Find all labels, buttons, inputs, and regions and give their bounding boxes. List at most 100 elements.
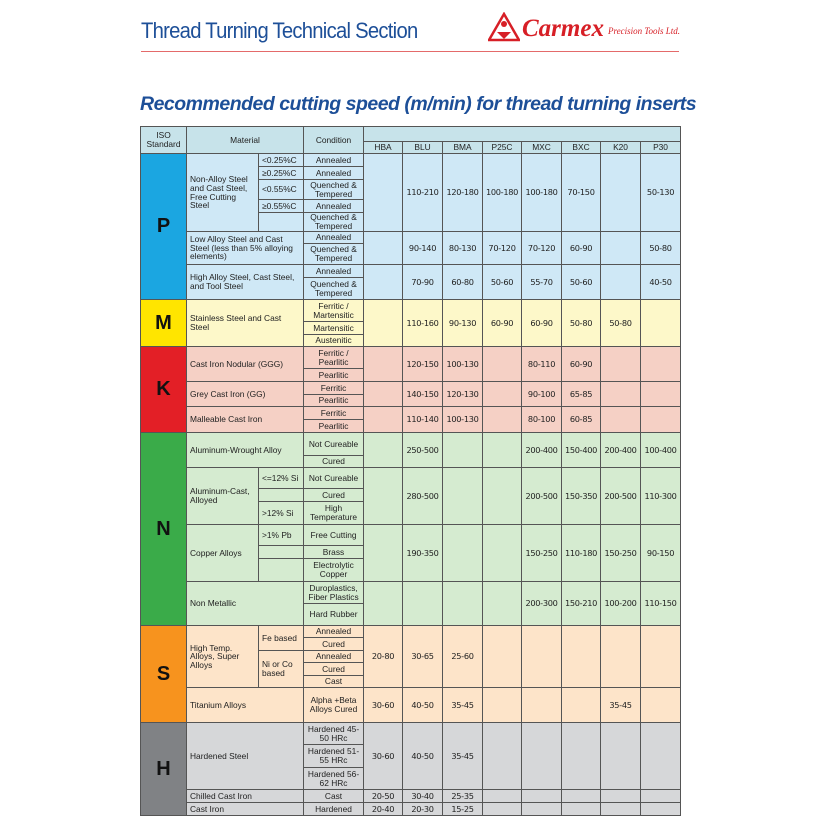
speed-value-p25c bbox=[482, 346, 523, 382]
speed-value-p25c bbox=[482, 467, 523, 525]
material-subtype: Fe based bbox=[257, 625, 305, 651]
speed-value-k20: 35-45 bbox=[600, 687, 642, 723]
condition: Brass bbox=[303, 545, 365, 559]
condition: Not Cureable bbox=[303, 467, 365, 489]
speed-value-bma: 60-80 bbox=[442, 264, 484, 300]
condition: Ferritic bbox=[303, 381, 365, 395]
speed-value-mxc: 80-100 bbox=[521, 406, 563, 433]
page-title: Recommended cutting speed (m/min) for th… bbox=[140, 93, 697, 115]
speed-value-k20 bbox=[600, 231, 642, 265]
speed-value-bxc bbox=[561, 789, 602, 803]
speed-value-bxc: 150-400 bbox=[561, 432, 602, 468]
speed-value-k20: 200-400 bbox=[600, 432, 642, 468]
table-row: N Aluminum-Wrought Alloy Not Cureable 250-5… bbox=[140, 432, 682, 626]
material-subtype: >1% Pb bbox=[257, 524, 305, 546]
condition: Hard Rubber bbox=[303, 603, 365, 626]
speed-value-p30 bbox=[640, 687, 682, 723]
condition: Austenitic bbox=[303, 334, 365, 347]
speed-value-blu: 250-500 bbox=[402, 432, 444, 468]
speed-value-k20 bbox=[600, 722, 642, 790]
speed-value-bma: 25-35 bbox=[442, 789, 484, 803]
condition: Cured bbox=[303, 662, 365, 676]
speed-value-blu: 110-210 bbox=[402, 153, 444, 232]
speed-value-p25c: 60-90 bbox=[482, 299, 523, 347]
condition: Annealed bbox=[303, 199, 365, 213]
header-material: Material bbox=[185, 126, 305, 154]
condition: Ferritic / Martensitic bbox=[303, 299, 365, 322]
material-name: Stainless Steel and Cast Steel bbox=[185, 299, 305, 347]
material-subtype: <=12% Si bbox=[257, 467, 305, 489]
speed-value-bma bbox=[442, 581, 484, 626]
speed-value-bma: 120-180 bbox=[442, 153, 484, 232]
condition: High Temperature bbox=[303, 501, 365, 525]
condition: Pearlitic bbox=[303, 368, 365, 382]
speed-value-k20: 200-500 bbox=[600, 467, 642, 525]
header-grade-blu: BLU bbox=[402, 141, 444, 154]
speed-value-p25c bbox=[482, 687, 523, 723]
speed-value-hba: 30-60 bbox=[363, 722, 404, 790]
iso-group-m: M bbox=[140, 299, 187, 347]
condition: Duroplastics, Fiber Plastics bbox=[303, 581, 365, 604]
speed-value-mxc: 100-180 bbox=[521, 153, 563, 232]
speed-value-hba bbox=[363, 524, 404, 582]
speed-value-blu: 280-500 bbox=[402, 467, 444, 525]
condition: Hardened bbox=[303, 802, 365, 816]
speed-value-hba bbox=[363, 346, 404, 382]
speed-value-p25c bbox=[482, 625, 523, 688]
iso-group-h: H bbox=[140, 722, 187, 816]
condition: Annealed bbox=[303, 625, 365, 638]
speed-value-bma: 120-130 bbox=[442, 381, 484, 407]
brand-subtitle: Precision Tools Ltd. bbox=[607, 26, 681, 36]
speed-value-p25c bbox=[482, 432, 523, 468]
speed-value-mxc: 80-110 bbox=[521, 346, 563, 382]
speed-value-blu: 190-350 bbox=[402, 524, 444, 582]
table-row: Grey Cast Iron (GG) Ferritic 140-150 120-13… bbox=[140, 381, 682, 407]
carmex-triangle-logo-icon bbox=[488, 12, 520, 42]
table-row: Aluminum-Cast, Alloyed <=12% Si Not Cureab… bbox=[140, 467, 682, 525]
speed-value-mxc: 200-300 bbox=[521, 581, 563, 626]
speed-value-hba bbox=[363, 406, 404, 433]
material-subtype: >12% Si bbox=[257, 501, 305, 525]
speed-value-bma bbox=[442, 524, 484, 582]
speed-value-bxc: 60-90 bbox=[561, 231, 602, 265]
material-name: Chilled Cast Iron bbox=[185, 789, 305, 803]
speed-value-p25c bbox=[482, 722, 523, 790]
speed-value-blu: 40-50 bbox=[402, 722, 444, 790]
condition: Cured bbox=[303, 455, 365, 468]
material-name: Cast Iron bbox=[185, 802, 305, 816]
speed-value-p30 bbox=[640, 789, 682, 803]
speed-value-p25c bbox=[482, 524, 523, 582]
speed-value-bxc: 50-80 bbox=[561, 299, 602, 347]
header-grade-bma: BMA bbox=[442, 141, 484, 154]
speed-value-p30 bbox=[640, 406, 682, 433]
material-subtype: ≥0.25%C bbox=[257, 166, 305, 180]
condition: Hardened 56-62 HRc bbox=[303, 767, 365, 790]
speed-value-bxc: 150-350 bbox=[561, 467, 602, 525]
iso-group-s: S bbox=[140, 625, 187, 723]
material-name: Copper Alloys bbox=[186, 524, 259, 582]
header-grade-k20: K20 bbox=[600, 141, 642, 154]
condition: Quenched & Tempered bbox=[303, 277, 365, 300]
header-row: ISO Standard Material Condition bbox=[140, 126, 682, 154]
condition: Hardened 51-55 HRc bbox=[303, 744, 365, 768]
condition: Cast bbox=[303, 789, 365, 803]
table-row: P Non-Alloy Steel and Cast Steel, Free Cu… bbox=[140, 153, 682, 300]
speed-value-bma: 15-25 bbox=[442, 802, 484, 816]
speed-value-bxc bbox=[561, 625, 602, 688]
material-name: Aluminum-Cast, Alloyed bbox=[186, 467, 259, 525]
header-iso: ISO Standard bbox=[140, 126, 187, 154]
speed-value-hba bbox=[363, 467, 404, 525]
table-row: S High Temp. Alloys, Super Alloys Fe based… bbox=[140, 625, 682, 723]
condition: Annealed bbox=[303, 264, 365, 278]
header-row: HBA BLU BMA P25C MXC BXC K20 P30 bbox=[141, 141, 682, 154]
speed-value-mxc: 90-100 bbox=[521, 381, 563, 407]
speed-value-p30 bbox=[640, 802, 682, 816]
condition: Pearlitic bbox=[303, 419, 365, 433]
speed-value-k20 bbox=[600, 381, 642, 407]
condition: Pearlitic bbox=[303, 394, 365, 407]
speed-value-mxc bbox=[521, 789, 563, 803]
condition: Martensitic bbox=[303, 321, 365, 335]
speed-value-bma: 100-130 bbox=[442, 346, 484, 382]
header-grade-mxc: MXC bbox=[521, 141, 563, 154]
speed-value-mxc: 200-500 bbox=[521, 467, 563, 525]
